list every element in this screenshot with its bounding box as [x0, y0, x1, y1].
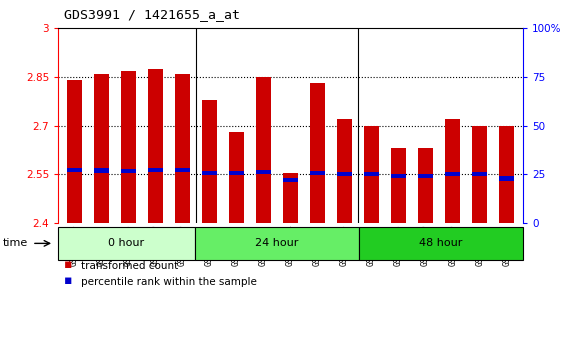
- Bar: [391, 174, 406, 178]
- Bar: [94, 74, 109, 223]
- Text: ▪: ▪: [64, 274, 73, 287]
- Bar: [418, 174, 433, 178]
- Text: ▪: ▪: [64, 258, 73, 271]
- Bar: [148, 69, 163, 223]
- Bar: [175, 74, 190, 223]
- Bar: [195, 227, 359, 260]
- Bar: [148, 168, 163, 172]
- Bar: [202, 100, 217, 223]
- Bar: [175, 168, 190, 172]
- Bar: [337, 119, 352, 223]
- Bar: [337, 172, 352, 176]
- Bar: [229, 132, 244, 223]
- Bar: [256, 77, 271, 223]
- Bar: [58, 227, 195, 260]
- Text: 48 hour: 48 hour: [419, 238, 462, 249]
- Bar: [445, 172, 460, 176]
- Bar: [283, 173, 298, 223]
- Bar: [256, 170, 271, 174]
- Bar: [472, 126, 487, 223]
- Text: 0 hour: 0 hour: [109, 238, 145, 249]
- Text: transformed count: transformed count: [81, 261, 178, 271]
- Bar: [202, 171, 217, 175]
- Bar: [66, 168, 82, 172]
- Bar: [283, 178, 298, 182]
- Bar: [94, 169, 109, 172]
- Bar: [364, 172, 379, 176]
- Bar: [67, 80, 82, 223]
- Bar: [364, 126, 379, 223]
- Bar: [391, 148, 406, 223]
- Bar: [472, 172, 487, 176]
- Text: time: time: [3, 238, 28, 249]
- Bar: [499, 126, 514, 223]
- Bar: [310, 84, 325, 223]
- Bar: [445, 119, 460, 223]
- Bar: [121, 169, 136, 173]
- Bar: [418, 148, 433, 223]
- Bar: [359, 227, 523, 260]
- Bar: [310, 171, 325, 175]
- Text: GDS3991 / 1421655_a_at: GDS3991 / 1421655_a_at: [64, 8, 240, 21]
- Bar: [121, 70, 136, 223]
- Text: 24 hour: 24 hour: [255, 238, 299, 249]
- Bar: [229, 171, 244, 176]
- Text: percentile rank within the sample: percentile rank within the sample: [81, 277, 257, 287]
- Bar: [499, 176, 515, 181]
